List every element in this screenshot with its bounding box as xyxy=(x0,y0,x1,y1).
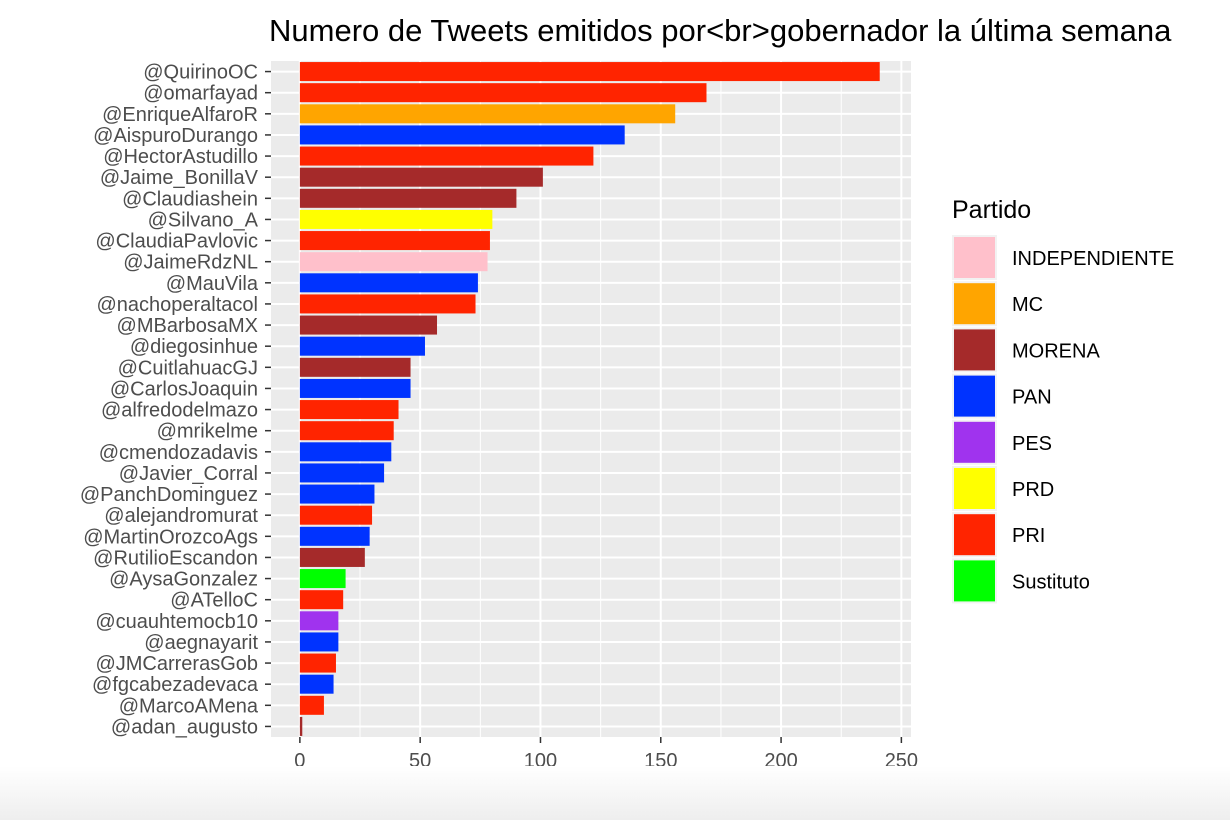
bar xyxy=(299,252,488,272)
bar xyxy=(299,357,411,377)
x-tick-label: 0 xyxy=(294,750,305,772)
y-tick-label: @MBarbosaMX xyxy=(117,315,258,337)
grid-layer xyxy=(271,61,911,737)
bar xyxy=(299,188,517,208)
y-tick-label: @RutilioEscandon xyxy=(93,547,258,569)
y-tick-label: @EnriqueAlfaroR xyxy=(102,104,258,126)
y-tick-label: @ClaudiaPavlovic xyxy=(95,231,258,253)
y-tick-label: @cuauhtemocb10 xyxy=(95,611,258,633)
bars-layer xyxy=(299,62,880,736)
bar xyxy=(299,547,365,567)
bar xyxy=(299,526,370,546)
y-tick-label: @MartinOrozcoAgs xyxy=(83,526,258,548)
y-tick-label: @AysaGonzalez xyxy=(109,569,258,591)
legend: INDEPENDIENTE MC MORENA PAN PES PRD PRI Sustitu… xyxy=(952,235,1174,604)
bar xyxy=(299,336,425,356)
legend-swatch xyxy=(954,283,995,325)
chart-title: Numero de Tweets emitidos por<br>goberna… xyxy=(269,13,1172,48)
bar xyxy=(299,674,334,694)
legend-label: PAN xyxy=(1012,387,1052,409)
legend-swatch xyxy=(954,375,995,417)
y-tick-label: @Jaime_BonillaV xyxy=(100,167,259,189)
bar xyxy=(299,146,594,166)
y-tick-label: @fgcabezadevaca xyxy=(92,674,259,696)
y-tick-label: @alejandromurat xyxy=(104,505,258,527)
y-tick-label: @JaimeRdzNL xyxy=(123,252,258,274)
bar xyxy=(299,569,346,589)
bar xyxy=(299,62,880,82)
legend-title: Partido xyxy=(952,196,1031,224)
bar xyxy=(299,442,392,462)
legend-swatch xyxy=(954,560,995,602)
bar xyxy=(299,104,676,124)
bar xyxy=(299,231,490,251)
bar xyxy=(299,421,394,441)
y-tick-label: @CuitlahuacGJ xyxy=(118,357,258,379)
legend-label: INDEPENDIENTE xyxy=(1012,248,1174,270)
bar xyxy=(299,632,339,652)
y-tick-label: @JMCarrerasGob xyxy=(95,653,258,675)
bar xyxy=(299,167,543,187)
legend-label: MORENA xyxy=(1012,340,1100,362)
y-tick-label: @aegnayarit xyxy=(144,632,258,654)
bar xyxy=(299,378,411,398)
bar xyxy=(299,273,478,293)
bar xyxy=(299,653,336,673)
y-tick-label: @PanchDominguez xyxy=(80,484,258,506)
y-tick-label: @Claudiashein xyxy=(122,188,258,210)
bar xyxy=(299,505,373,525)
y-axis: @QuirinoOC@omarfayad@EnriqueAlfaroR@Aisp… xyxy=(80,62,271,738)
bar xyxy=(299,590,344,610)
y-tick-label: @AispuroDurango xyxy=(93,125,258,147)
bar xyxy=(299,484,375,504)
y-tick-label: @MarcoAMena xyxy=(119,695,259,717)
y-tick-label: @CarlosJoaquin xyxy=(110,378,258,400)
legend-label: Sustituto xyxy=(1012,571,1090,593)
bar xyxy=(299,400,399,420)
y-tick-label: @mrikelme xyxy=(157,421,258,443)
y-tick-label: @adan_augusto xyxy=(111,716,258,738)
y-tick-label: @cmendozadavis xyxy=(99,442,258,464)
bar xyxy=(299,294,476,314)
legend-swatch xyxy=(954,421,995,463)
y-tick-label: @diegosinhue xyxy=(130,336,258,358)
legend-swatch xyxy=(954,468,995,509)
y-tick-label: @ATelloC xyxy=(170,590,258,612)
legend-label: PRD xyxy=(1012,479,1054,501)
bar xyxy=(299,125,625,145)
legend-label: PRI xyxy=(1012,525,1045,547)
legend-label: MC xyxy=(1012,294,1043,316)
bar xyxy=(299,83,707,103)
y-tick-label: @omarfayad xyxy=(143,83,258,105)
bar xyxy=(299,315,438,335)
y-tick-label: @Javier_Corral xyxy=(119,463,258,485)
bar xyxy=(299,611,339,631)
legend-swatch xyxy=(954,329,995,371)
y-tick-label: @Silvano_A xyxy=(148,209,259,231)
legend-label: PES xyxy=(1012,433,1052,455)
legend-swatch xyxy=(954,237,995,278)
y-tick-label: @nachoperaltacol xyxy=(96,294,258,316)
bottom-fade xyxy=(0,766,1230,820)
y-tick-label: @HectorAstudillo xyxy=(103,146,258,168)
bar xyxy=(299,463,385,483)
legend-swatch xyxy=(954,514,995,556)
y-tick-label: @MauVila xyxy=(166,273,259,295)
y-tick-label: @QuirinoOC xyxy=(143,62,258,84)
bar xyxy=(299,209,493,229)
bar xyxy=(299,695,324,715)
y-tick-label: @alfredodelmazo xyxy=(101,400,258,422)
bar xyxy=(299,716,303,736)
